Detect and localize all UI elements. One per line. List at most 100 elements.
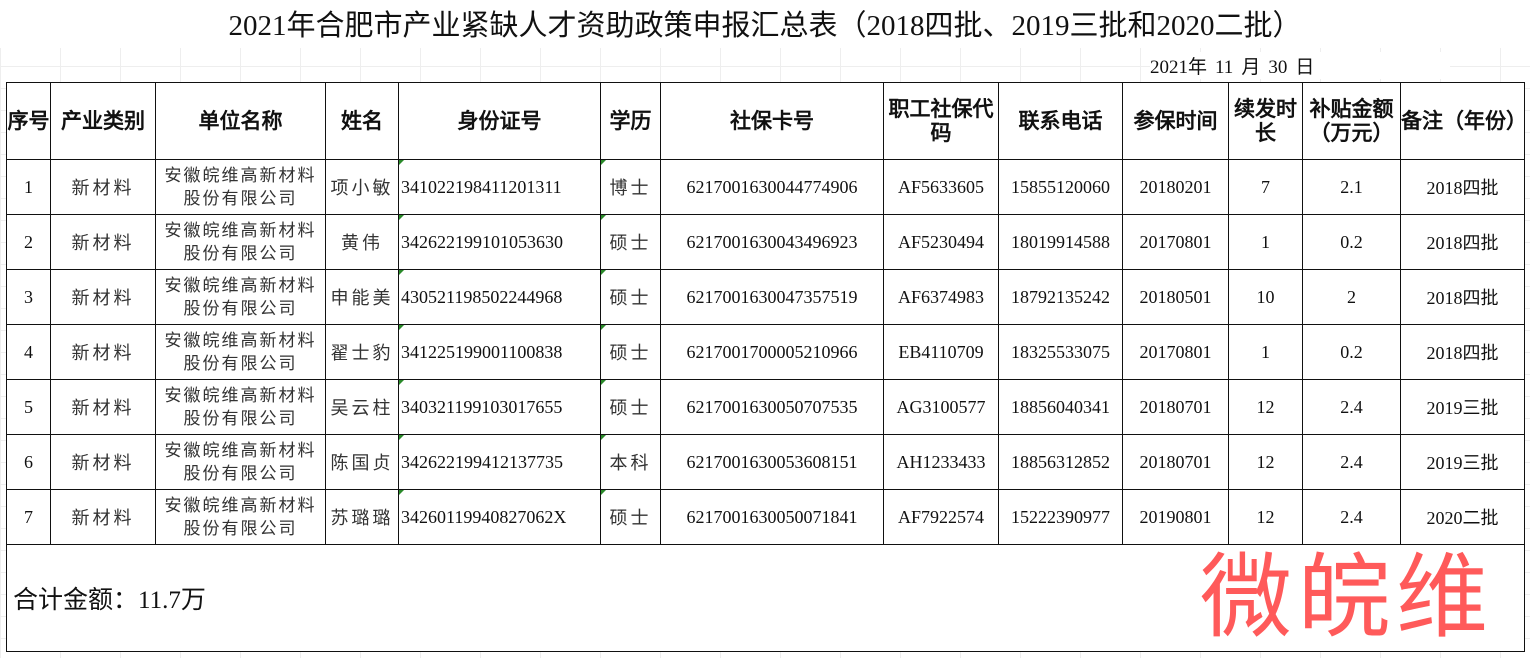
note-cell[interactable]: 2018四批 xyxy=(1400,324,1525,380)
column-header: 学历 xyxy=(600,82,661,160)
duration-cell[interactable]: 12 xyxy=(1228,489,1303,545)
subsidy-amount-cell[interactable]: 2.4 xyxy=(1302,489,1401,545)
column-header: 序号 xyxy=(6,82,51,160)
social-card-cell[interactable]: 6217001630047357519 xyxy=(660,269,884,325)
insured-date-cell[interactable]: 20180501 xyxy=(1122,269,1229,325)
subsidy-amount-cell[interactable]: 2.1 xyxy=(1302,159,1401,215)
name-cell[interactable]: 陈国贞 xyxy=(325,434,399,490)
education-cell[interactable]: 硕士 xyxy=(600,269,661,325)
id-number-cell[interactable]: 342622199412137735 xyxy=(398,434,601,490)
phone-cell[interactable]: 15222390977 xyxy=(998,489,1123,545)
category-cell[interactable]: 新材料 xyxy=(50,324,156,380)
note-cell[interactable]: 2018四批 xyxy=(1400,269,1525,325)
company-cell[interactable]: 安徽皖维高新材料股份有限公司 xyxy=(155,489,326,545)
duration-cell[interactable]: 10 xyxy=(1228,269,1303,325)
social-card-cell[interactable]: 6217001630050071841 xyxy=(660,489,884,545)
education-cell[interactable]: 硕士 xyxy=(600,324,661,380)
social-code-cell[interactable]: AF5230494 xyxy=(883,214,999,270)
name-cell[interactable]: 苏璐璐 xyxy=(325,489,399,545)
duration-cell[interactable]: 1 xyxy=(1228,214,1303,270)
company-cell[interactable]: 安徽皖维高新材料股份有限公司 xyxy=(155,379,326,435)
name-cell[interactable]: 申能美 xyxy=(325,269,399,325)
social-code-cell[interactable]: AH1233433 xyxy=(883,434,999,490)
phone-cell[interactable]: 18856312852 xyxy=(998,434,1123,490)
subsidy-amount-cell[interactable]: 2 xyxy=(1302,269,1401,325)
note-cell[interactable]: 2018四批 xyxy=(1400,159,1525,215)
name-cell[interactable]: 翟士豹 xyxy=(325,324,399,380)
category-cell[interactable]: 新材料 xyxy=(50,434,156,490)
id-number-cell[interactable]: 342622199101053630 xyxy=(398,214,601,270)
social-code-cell[interactable]: EB4110709 xyxy=(883,324,999,380)
company-cell[interactable]: 安徽皖维高新材料股份有限公司 xyxy=(155,434,326,490)
category-cell[interactable]: 新材料 xyxy=(50,379,156,435)
column-header: 补贴金额（万元） xyxy=(1302,82,1401,160)
education-cell[interactable]: 本科 xyxy=(600,434,661,490)
id-number-cell[interactable]: 34260119940827062X xyxy=(398,489,601,545)
duration-cell[interactable]: 7 xyxy=(1228,159,1303,215)
social-code-cell[interactable]: AF7922574 xyxy=(883,489,999,545)
phone-cell[interactable]: 18325533075 xyxy=(998,324,1123,380)
sheet-title: 2021年合肥市产业紧缺人才资助政策申报汇总表（2018四批、2019三批和20… xyxy=(0,0,1530,48)
subsidy-amount-cell[interactable]: 2.4 xyxy=(1302,434,1401,490)
phone-cell[interactable]: 15855120060 xyxy=(998,159,1123,215)
company-cell[interactable]: 安徽皖维高新材料股份有限公司 xyxy=(155,269,326,325)
duration-cell[interactable]: 12 xyxy=(1228,434,1303,490)
social-code-cell[interactable]: AF6374983 xyxy=(883,269,999,325)
row-number[interactable]: 1 xyxy=(6,159,51,215)
insured-date-cell[interactable]: 20180701 xyxy=(1122,434,1229,490)
column-header: 续发时长 xyxy=(1228,82,1303,160)
id-number-cell[interactable]: 341022198411201311 xyxy=(398,159,601,215)
note-cell[interactable]: 2018四批 xyxy=(1400,214,1525,270)
id-number-cell[interactable]: 430521198502244968 xyxy=(398,269,601,325)
insured-date-cell[interactable]: 20180701 xyxy=(1122,379,1229,435)
category-cell[interactable]: 新材料 xyxy=(50,159,156,215)
phone-cell[interactable]: 18856040341 xyxy=(998,379,1123,435)
id-number-cell[interactable]: 341225199001100838 xyxy=(398,324,601,380)
category-cell[interactable]: 新材料 xyxy=(50,214,156,270)
social-card-cell[interactable]: 6217001630043496923 xyxy=(660,214,884,270)
education-cell[interactable]: 博士 xyxy=(600,159,661,215)
company-cell[interactable]: 安徽皖维高新材料股份有限公司 xyxy=(155,159,326,215)
total-cell[interactable]: 合计金额：11.7万 微皖维 xyxy=(6,544,1525,652)
name-cell[interactable]: 黄伟 xyxy=(325,214,399,270)
row-number[interactable]: 4 xyxy=(6,324,51,380)
insured-date-cell[interactable]: 20170801 xyxy=(1122,214,1229,270)
subsidy-amount-cell[interactable]: 2.4 xyxy=(1302,379,1401,435)
education-cell[interactable]: 硕士 xyxy=(600,489,661,545)
social-card-cell[interactable]: 6217001630053608151 xyxy=(660,434,884,490)
note-cell[interactable]: 2019三批 xyxy=(1400,434,1525,490)
insured-date-cell[interactable]: 20190801 xyxy=(1122,489,1229,545)
row-number[interactable]: 6 xyxy=(6,434,51,490)
social-card-cell[interactable]: 6217001630044774906 xyxy=(660,159,884,215)
phone-cell[interactable]: 18019914588 xyxy=(998,214,1123,270)
insured-date-cell[interactable]: 20180201 xyxy=(1122,159,1229,215)
name-cell[interactable]: 吴云柱 xyxy=(325,379,399,435)
phone-cell[interactable]: 18792135242 xyxy=(998,269,1123,325)
row-number[interactable]: 2 xyxy=(6,214,51,270)
note-cell[interactable]: 2019三批 xyxy=(1400,379,1525,435)
id-number-cell[interactable]: 340321199103017655 xyxy=(398,379,601,435)
table-row: 6 新材料 安徽皖维高新材料股份有限公司 陈国贞 342622199412137735 本… xyxy=(6,434,1525,490)
duration-cell[interactable]: 1 xyxy=(1228,324,1303,380)
subsidy-amount-cell[interactable]: 0.2 xyxy=(1302,324,1401,380)
report-date: 2021年 11 月 30 日 xyxy=(1150,52,1450,79)
note-cell[interactable]: 2020二批 xyxy=(1400,489,1525,545)
subsidy-amount-cell[interactable]: 0.2 xyxy=(1302,214,1401,270)
social-card-cell[interactable]: 6217001630050707535 xyxy=(660,379,884,435)
row-number[interactable]: 5 xyxy=(6,379,51,435)
category-cell[interactable]: 新材料 xyxy=(50,489,156,545)
insured-date-cell[interactable]: 20170801 xyxy=(1122,324,1229,380)
row-number[interactable]: 7 xyxy=(6,489,51,545)
category-cell[interactable]: 新材料 xyxy=(50,269,156,325)
row-number[interactable]: 3 xyxy=(6,269,51,325)
social-card-cell[interactable]: 6217001700005210966 xyxy=(660,324,884,380)
social-code-cell[interactable]: AF5633605 xyxy=(883,159,999,215)
total-amount: 合计金额：11.7万 xyxy=(13,587,206,614)
company-cell[interactable]: 安徽皖维高新材料股份有限公司 xyxy=(155,324,326,380)
name-cell[interactable]: 项小敏 xyxy=(325,159,399,215)
company-cell[interactable]: 安徽皖维高新材料股份有限公司 xyxy=(155,214,326,270)
social-code-cell[interactable]: AG3100577 xyxy=(883,379,999,435)
duration-cell[interactable]: 12 xyxy=(1228,379,1303,435)
education-cell[interactable]: 硕士 xyxy=(600,379,661,435)
education-cell[interactable]: 硕士 xyxy=(600,214,661,270)
